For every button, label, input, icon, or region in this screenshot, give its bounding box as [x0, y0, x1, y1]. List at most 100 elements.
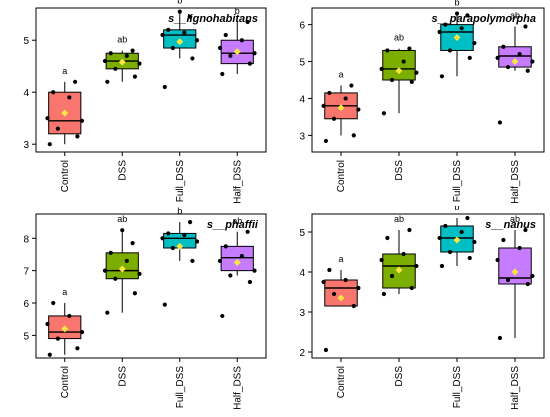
data-point	[177, 9, 182, 14]
significance-letter: b	[177, 206, 182, 216]
data-point	[389, 77, 395, 83]
data-point	[132, 291, 137, 296]
data-point	[47, 142, 52, 147]
significance-letter: ab	[510, 214, 520, 224]
data-point	[525, 68, 530, 73]
x-tick-label: Full_DSS	[175, 160, 186, 203]
data-point	[67, 95, 72, 100]
x-tick-label: Full_DSS	[175, 366, 186, 409]
data-point	[530, 273, 535, 279]
box	[324, 279, 358, 307]
y-tick-label: 5	[299, 228, 305, 239]
data-point	[501, 237, 506, 243]
data-point	[343, 277, 348, 283]
data-point	[160, 236, 165, 241]
data-point	[67, 313, 72, 319]
data-point	[327, 267, 332, 273]
data-point	[447, 48, 453, 53]
y-tick-label: 7	[23, 267, 29, 278]
data-point	[525, 281, 530, 287]
data-point	[55, 126, 60, 131]
data-point	[472, 239, 477, 245]
significance-letter: ab	[510, 10, 520, 20]
y-tick-label: 5	[23, 36, 29, 47]
y-tick-label: 3	[299, 131, 305, 142]
mean-marker	[337, 104, 345, 112]
data-point	[323, 138, 329, 144]
data-point	[327, 90, 332, 96]
data-point	[381, 291, 387, 297]
data-point	[47, 352, 52, 357]
data-point	[409, 285, 414, 291]
data-point	[501, 44, 506, 49]
mean-marker	[337, 294, 345, 302]
data-point	[517, 52, 522, 57]
x-tick-label: Half_DSS	[510, 160, 521, 204]
data-point	[321, 279, 326, 285]
data-point	[102, 58, 108, 64]
data-point	[51, 300, 56, 306]
data-point	[113, 66, 118, 71]
data-point	[170, 45, 175, 51]
y-tick-label: 3	[23, 140, 29, 151]
data-point	[51, 90, 56, 95]
data-point	[75, 134, 80, 139]
data-point	[379, 66, 384, 72]
chart-title: s__phaffii	[207, 219, 259, 231]
data-point	[108, 51, 113, 56]
mean-marker	[118, 58, 126, 66]
data-point	[530, 59, 535, 64]
data-point	[465, 215, 470, 221]
mean-marker	[453, 236, 461, 244]
data-point	[55, 336, 60, 341]
significance-letter: b	[177, 0, 182, 6]
data-point	[137, 271, 142, 276]
data-point	[188, 219, 193, 225]
box	[220, 245, 254, 272]
data-point	[517, 245, 522, 251]
data-point	[220, 71, 225, 77]
data-point	[166, 231, 171, 236]
x-tick-label: Half_DSS	[232, 366, 243, 410]
data-point	[73, 79, 78, 84]
data-point	[166, 27, 171, 32]
data-point	[407, 46, 412, 51]
x-tick-label: DSS	[394, 366, 405, 387]
data-point	[459, 229, 464, 235]
data-point	[356, 285, 361, 291]
y-tick-label: 8	[23, 234, 29, 245]
data-point	[217, 45, 223, 51]
data-point	[137, 61, 142, 66]
data-point	[407, 227, 412, 233]
x-tick-label: Full_DSS	[452, 366, 463, 409]
data-point	[497, 335, 503, 341]
data-point	[239, 253, 244, 259]
chart-svg-3: s__phaffii 5 6 7 8 a Control ab DSS b Full_DSS ab Ha…	[23, 206, 267, 410]
data-point	[385, 48, 390, 53]
mean-marker	[395, 266, 403, 274]
data-point	[124, 53, 129, 58]
plot-area	[311, 7, 545, 153]
data-point	[252, 268, 257, 273]
chart-panel-1: s__lignohabitans 3 4 5 a Control ab DSS b Full_DS…	[0, 0, 272, 206]
x-tick-label: Control	[336, 160, 347, 192]
data-point	[439, 263, 445, 269]
data-point	[505, 277, 511, 283]
data-point	[170, 245, 175, 251]
data-point	[465, 13, 470, 18]
significance-letter: b	[454, 0, 459, 8]
data-point	[356, 107, 361, 112]
data-point	[443, 223, 448, 229]
data-point	[182, 232, 187, 238]
data-point	[447, 249, 453, 255]
data-point	[321, 103, 326, 108]
chart-svg-2: s__parapolymorpha 3 4 5 6 a Control ab DSS b Full_…	[299, 0, 545, 204]
data-point	[437, 29, 442, 35]
x-tick-label: Control	[60, 160, 71, 192]
data-point	[459, 26, 464, 31]
data-point	[220, 313, 225, 319]
data-point	[349, 83, 354, 88]
data-point	[472, 40, 477, 46]
data-point	[331, 291, 337, 297]
y-tick-label: 4	[299, 268, 305, 279]
